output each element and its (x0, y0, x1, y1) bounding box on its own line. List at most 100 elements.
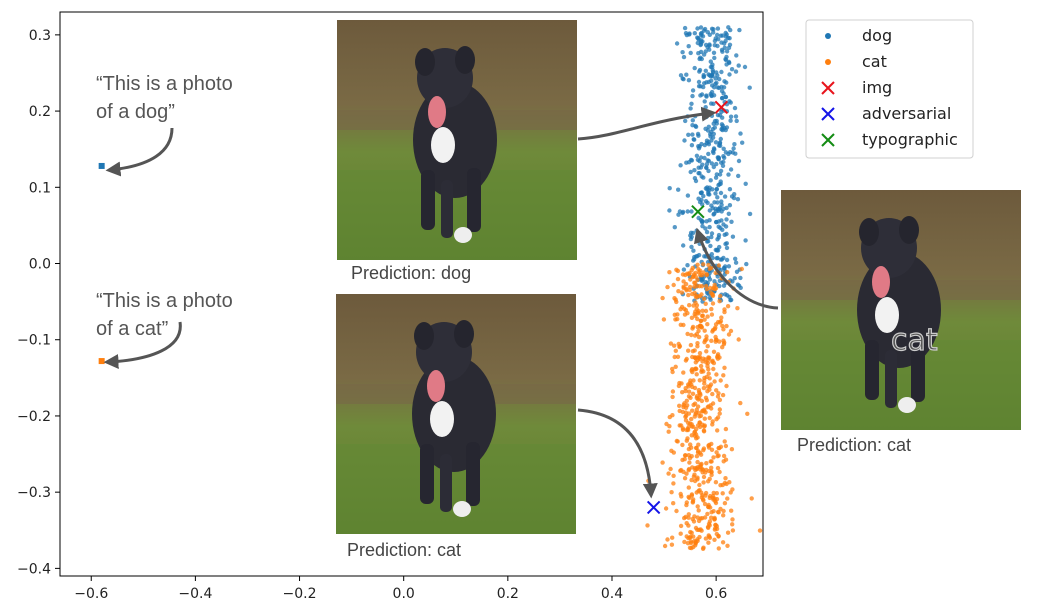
dog-point (698, 155, 704, 160)
dog-point (721, 222, 726, 227)
cat-point (721, 459, 726, 464)
cat-point (696, 387, 702, 393)
y-tick-label: 0.3 (29, 28, 51, 44)
cat-point (697, 351, 703, 356)
cat-point (693, 445, 699, 451)
cat-point (715, 465, 721, 471)
dog-point (689, 209, 694, 214)
cat-point (675, 439, 680, 444)
cat-point (687, 287, 692, 293)
dog-point (728, 114, 734, 119)
dog-point (703, 68, 708, 74)
cat-point (699, 325, 705, 330)
dog-point (718, 33, 723, 38)
cat-point (675, 312, 680, 317)
cat-point (735, 306, 740, 311)
dog-point (729, 67, 735, 72)
dog-point (716, 37, 721, 42)
cat-point (686, 485, 691, 490)
dog-point (706, 158, 712, 164)
dog-point (716, 85, 722, 91)
inset-image-original (337, 20, 577, 260)
cat-point (700, 516, 705, 521)
cat-point (717, 299, 722, 304)
cat-point (729, 447, 735, 452)
dog-point (681, 77, 686, 82)
cat-point (692, 472, 697, 477)
arrow-typographic (694, 227, 779, 310)
dog-point (698, 190, 704, 196)
dog-point (691, 258, 696, 263)
cat-point (669, 542, 675, 547)
cat-point (696, 311, 701, 316)
dog-point (715, 43, 720, 49)
dog-point (716, 155, 721, 160)
cat-point (715, 428, 720, 433)
cat-point (700, 497, 706, 502)
dog-point (736, 173, 741, 179)
cat-point (713, 339, 718, 344)
cat-point (684, 398, 689, 403)
dog-point (701, 193, 706, 199)
dog-point (697, 199, 703, 205)
dog-point (721, 146, 726, 151)
cat-point (671, 481, 676, 486)
cat-point (668, 341, 674, 346)
cat-point (695, 537, 700, 542)
cat-point (689, 315, 695, 320)
cat-point (709, 312, 715, 317)
dog-point (717, 172, 723, 177)
cat-point (705, 360, 711, 366)
cat-point (689, 540, 694, 546)
cat-point (718, 483, 723, 488)
cat-point (698, 273, 703, 278)
cat-point (678, 467, 684, 473)
cat-point (706, 540, 711, 545)
x-tick-label: −0.2 (283, 586, 317, 602)
dog-point (691, 248, 696, 253)
dog-point (697, 56, 702, 62)
dog-point (715, 255, 720, 261)
dog-point (736, 63, 741, 68)
dog-point (699, 174, 704, 179)
cat-point (686, 453, 691, 458)
dog-point (690, 230, 696, 236)
cat-point (711, 349, 717, 354)
cat-point (705, 479, 711, 484)
cat-point (702, 317, 707, 322)
cat-point (701, 429, 707, 434)
cat-point (707, 535, 713, 540)
cat-point (686, 446, 692, 452)
dog-point (698, 217, 704, 223)
dog-point (696, 252, 702, 258)
dog-point (705, 187, 710, 192)
cat-point (703, 395, 709, 400)
dog-point (709, 78, 714, 84)
cat-point (667, 270, 672, 275)
dog-point (719, 69, 724, 75)
cat-point (674, 508, 679, 514)
cat-point (718, 293, 723, 299)
dog-point (719, 199, 724, 204)
dog-point (692, 137, 697, 142)
cat-point (705, 314, 710, 319)
cat-point (728, 328, 734, 334)
cat-point (684, 471, 689, 476)
cat-point (706, 355, 711, 360)
cat-point (703, 338, 708, 343)
cat-point (695, 344, 700, 349)
cat-point (680, 390, 685, 395)
dog-point (730, 234, 736, 239)
cat-point (696, 266, 701, 272)
dog-point (727, 150, 733, 155)
cat-point (726, 332, 732, 337)
cat-point (667, 414, 672, 420)
dog-point (676, 212, 681, 217)
legend-img-label: img (862, 78, 892, 97)
cat-point (695, 341, 700, 346)
cat-point (686, 411, 692, 416)
cat-point (710, 327, 716, 333)
cat-point (691, 402, 696, 408)
dog-point (715, 195, 720, 200)
dog-point (727, 42, 733, 47)
